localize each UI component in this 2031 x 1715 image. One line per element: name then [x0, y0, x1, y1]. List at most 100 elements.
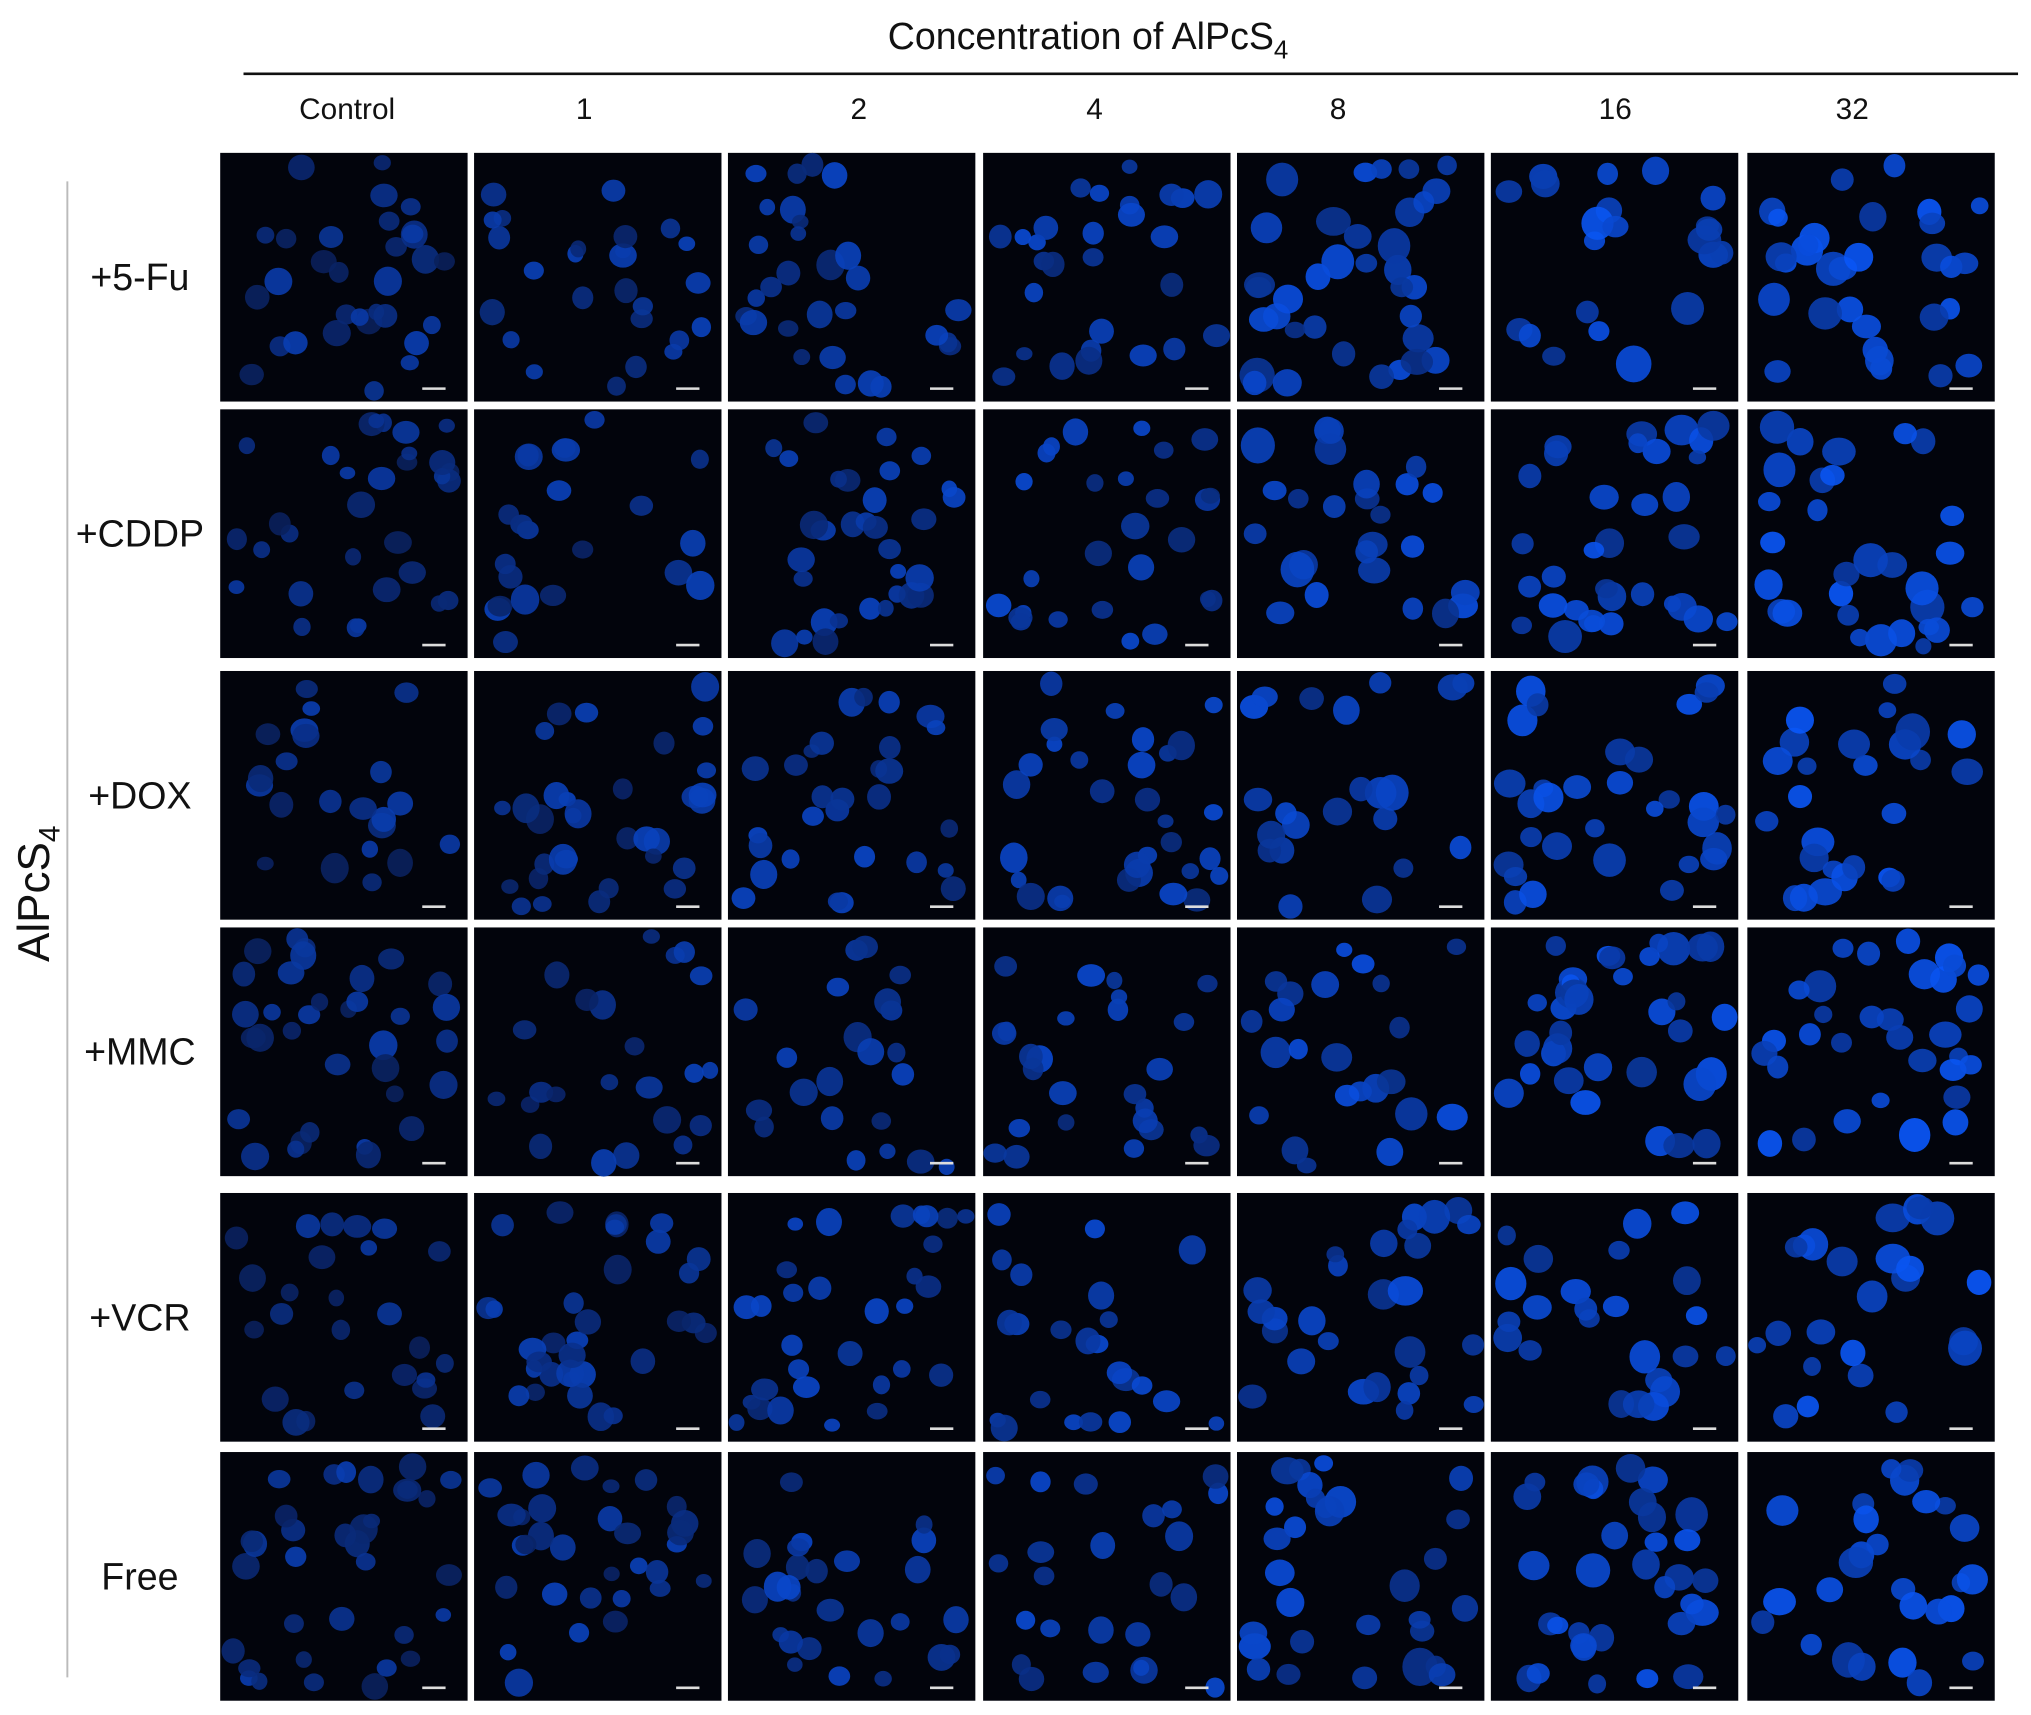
nucleus [1767, 1055, 1789, 1079]
nucleus [1266, 162, 1299, 197]
nucleus [653, 1106, 682, 1134]
micrograph-background [474, 152, 722, 402]
nucleus [819, 345, 846, 370]
nucleus [429, 450, 456, 475]
nucleus [1369, 364, 1395, 389]
nucleus [828, 1666, 851, 1686]
nucleus [1755, 811, 1779, 832]
nucleus [787, 547, 815, 573]
nucleus [787, 163, 807, 184]
nucleus [373, 155, 391, 171]
nucleus [797, 1637, 822, 1661]
nucleus [992, 367, 1016, 386]
nucleus [256, 856, 274, 871]
micrograph [727, 409, 976, 659]
nucleus [1763, 1588, 1796, 1616]
micrograph [1747, 670, 1995, 920]
nucleus [1159, 882, 1188, 906]
nucleus [1409, 1365, 1429, 1386]
nucleus [1243, 1277, 1272, 1304]
micrograph [1236, 1452, 1485, 1701]
nucleus [1779, 727, 1810, 757]
nucleus [479, 298, 505, 326]
nucleus [941, 480, 958, 498]
nucleus [244, 284, 270, 310]
nucleus [1875, 1203, 1910, 1233]
nucleus [1632, 1549, 1660, 1580]
nucleus [1375, 774, 1409, 811]
nucleus [1107, 998, 1129, 1021]
nucleus [1191, 428, 1219, 451]
nucleus [1262, 480, 1287, 501]
nucleus [1908, 1048, 1937, 1073]
nucleus [371, 1218, 398, 1239]
micrograph-background [1747, 670, 1995, 920]
nucleus [1942, 1109, 1969, 1136]
nucleus [802, 806, 824, 826]
nucleus [612, 1589, 631, 1608]
nucleus [378, 211, 400, 231]
nucleus [616, 827, 639, 850]
nucleus [1361, 885, 1393, 914]
nucleus [925, 324, 949, 346]
nucleus [1544, 435, 1572, 459]
nucleus [1275, 802, 1297, 825]
nucleus [1955, 995, 1983, 1023]
nucleus [862, 487, 887, 513]
nucleus [1583, 541, 1605, 559]
nucleus [232, 961, 256, 987]
nucleus [572, 540, 594, 559]
nucleus [355, 1553, 376, 1571]
nucleus [614, 278, 638, 304]
nucleus [1495, 180, 1523, 203]
column-label: 4 [1086, 93, 1103, 126]
nucleus [1200, 487, 1220, 504]
nucleus [1123, 851, 1151, 878]
nucleus [226, 528, 247, 551]
nucleus [1389, 1569, 1420, 1603]
nucleus [1762, 747, 1793, 775]
nucleus [1142, 623, 1168, 645]
figure-title: Concentration of AlPcS4 [888, 15, 1289, 64]
nucleus [812, 628, 839, 655]
nucleus [602, 1479, 620, 1494]
nucleus [1803, 970, 1837, 1003]
nucleus [1376, 1137, 1404, 1167]
nucleus [1057, 1011, 1075, 1026]
nucleus [1284, 1516, 1307, 1539]
nucleus [483, 211, 502, 229]
nucleus [1023, 570, 1040, 588]
nucleus [377, 1302, 402, 1326]
nucleus [1450, 579, 1480, 606]
nucleus [1446, 1509, 1470, 1530]
nucleus [685, 272, 711, 294]
nucleus [810, 608, 838, 637]
nucleus [387, 848, 413, 877]
nucleus [371, 806, 397, 832]
nucleus [630, 1348, 656, 1375]
nucleus [1497, 1311, 1521, 1333]
nucleus [1644, 1532, 1668, 1552]
nucleus [1593, 843, 1626, 877]
nucleus [983, 1143, 1007, 1163]
nucleus [1243, 787, 1273, 812]
nucleus [806, 300, 833, 329]
nucleus [1888, 619, 1916, 648]
nucleus [579, 1587, 602, 1609]
nucleus [875, 758, 904, 784]
nucleus [1121, 632, 1140, 650]
nucleus [1836, 296, 1864, 323]
micrograph [220, 1192, 468, 1442]
nucleus [747, 1397, 773, 1421]
nucleus [613, 224, 638, 249]
nucleus [283, 331, 308, 355]
nucleus [816, 1598, 844, 1622]
nucleus [664, 559, 693, 586]
nucleus [1838, 729, 1871, 759]
nucleus [1451, 1594, 1479, 1622]
nucleus [1183, 888, 1211, 912]
nucleus [1073, 1473, 1098, 1495]
nucleus [1956, 1564, 1988, 1595]
nucleus [264, 267, 293, 296]
column-label: Control [299, 93, 395, 126]
